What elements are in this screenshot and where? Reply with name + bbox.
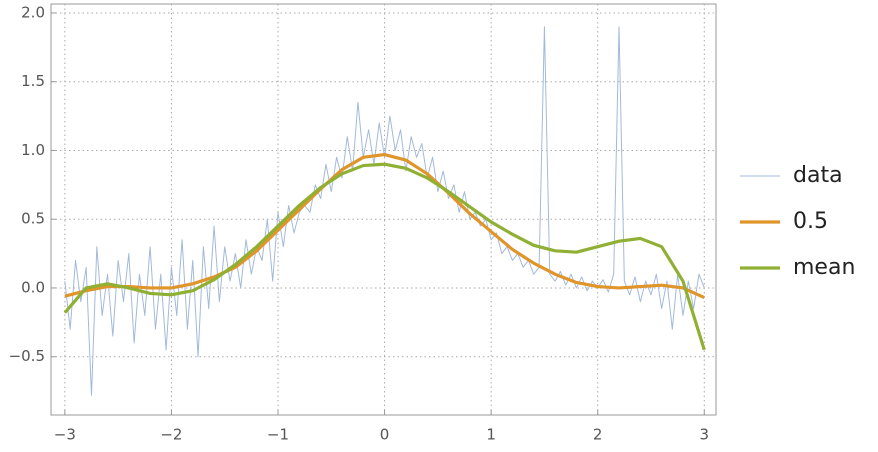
plot-frame [50, 3, 717, 416]
y-tick-label: 2.0 [21, 3, 45, 21]
y-tick-label: 1.5 [21, 72, 45, 90]
y-tick-label: 1.0 [21, 141, 45, 159]
x-tick-label: 1 [486, 426, 496, 444]
series-line [64, 152, 705, 300]
legend-label: data [793, 163, 843, 188]
series-line [63, 162, 706, 351]
y-tick-label: −0.5 [9, 347, 45, 365]
legend-label: mean [793, 255, 855, 280]
y-tick-label: 0.0 [21, 278, 45, 296]
legend-label: 0.5 [793, 209, 828, 234]
x-tick-label: −2 [160, 426, 182, 444]
x-tick-label: −1 [267, 426, 289, 444]
x-tick-label: 3 [700, 426, 710, 444]
y-tick-label: 0.5 [21, 210, 45, 228]
x-tick-label: −3 [54, 426, 76, 444]
x-tick-label: 2 [593, 426, 603, 444]
x-tick-label: 0 [380, 426, 390, 444]
